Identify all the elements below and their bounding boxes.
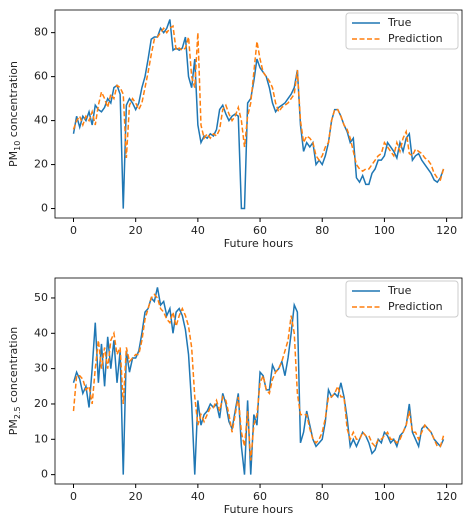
x-tick-label: 40 xyxy=(191,490,205,503)
y-label-main: PM xyxy=(7,151,20,167)
y-tick-label: 0 xyxy=(41,202,48,215)
x-tick-label: 120 xyxy=(436,490,457,503)
series-line xyxy=(72,19,445,210)
x-tick-label: 120 xyxy=(436,224,457,237)
x-tick-label: 0 xyxy=(70,490,77,503)
series-line xyxy=(72,293,445,461)
y-tick-label: 80 xyxy=(34,26,48,39)
y-tick-label: 50 xyxy=(34,291,48,304)
y-label-main: PM xyxy=(7,419,20,435)
y-tick-label: 60 xyxy=(34,70,48,83)
legend-label: Prediction xyxy=(388,32,443,45)
legend-label: Prediction xyxy=(388,300,443,313)
y-tick-label: 40 xyxy=(34,326,48,339)
y-tick-label: 10 xyxy=(34,432,48,445)
x-tick-label: 40 xyxy=(191,224,205,237)
x-axis-label: Future hours xyxy=(224,237,294,250)
y-tick-label: 0 xyxy=(41,468,48,481)
x-axis-label: Future hours xyxy=(224,503,294,516)
y-label-rest: concentration xyxy=(7,327,20,407)
x-tick-label: 60 xyxy=(253,224,267,237)
legend-box xyxy=(345,12,459,50)
legend-label: True xyxy=(387,16,412,29)
y-tick-label: 20 xyxy=(34,158,48,171)
x-tick-label: 0 xyxy=(70,224,77,237)
y-label-sub: 10 xyxy=(13,141,22,151)
y-tick-label: 20 xyxy=(34,397,48,410)
x-tick-label: 100 xyxy=(374,224,395,237)
axes-frame xyxy=(54,9,463,219)
x-tick-label: 20 xyxy=(129,490,143,503)
y-axis-label: PM10 concentration xyxy=(7,61,22,167)
x-tick-label: 20 xyxy=(129,224,143,237)
legend-box xyxy=(345,280,459,318)
legend-label: True xyxy=(387,284,412,297)
x-tick-label: 60 xyxy=(253,490,267,503)
y-label-rest: concentration xyxy=(7,61,20,141)
y-tick-label: 30 xyxy=(34,362,48,375)
axes-frame xyxy=(54,277,463,485)
y-tick-label: 40 xyxy=(34,114,48,127)
series-line xyxy=(72,24,445,182)
x-tick-label: 100 xyxy=(374,490,395,503)
y-label-sub: 2.5 xyxy=(13,406,22,419)
x-tick-label: 80 xyxy=(315,224,329,237)
x-tick-label: 80 xyxy=(315,490,329,503)
y-axis-label: PM2.5 concentration xyxy=(7,327,22,436)
